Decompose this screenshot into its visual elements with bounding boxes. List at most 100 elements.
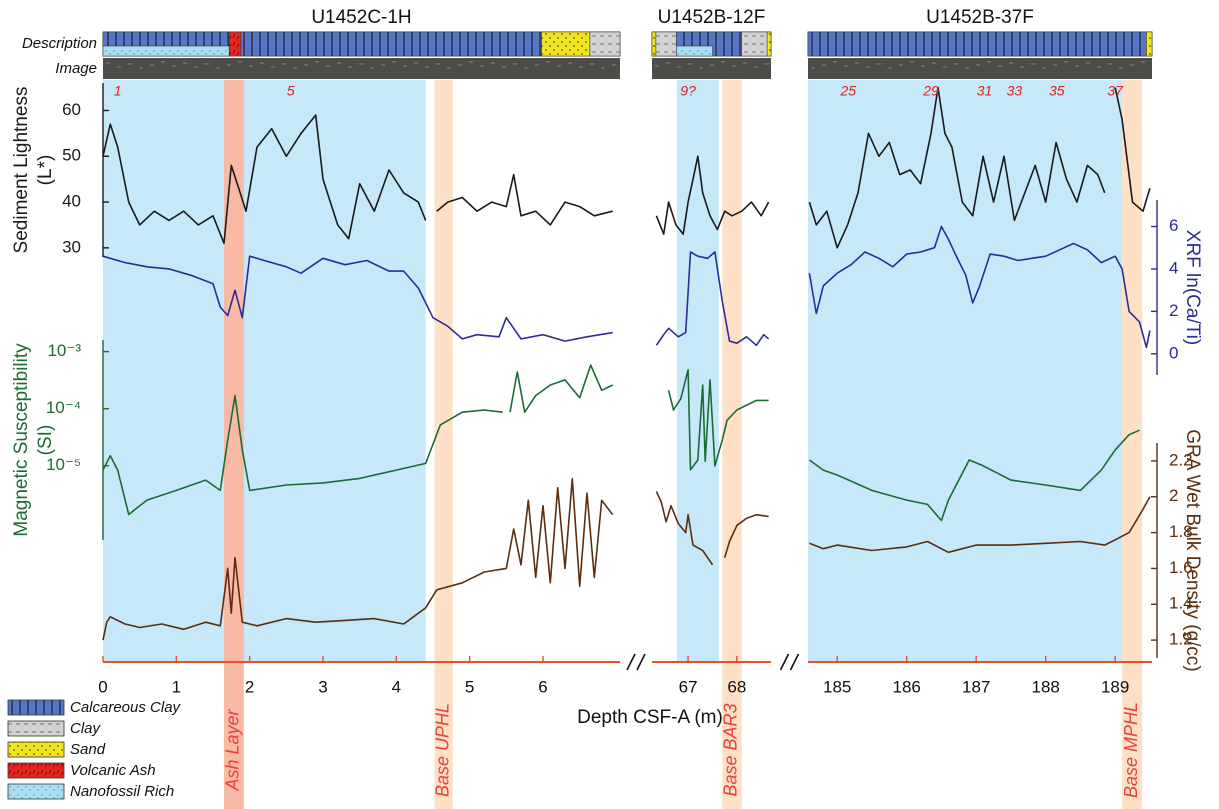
event-band — [1122, 80, 1143, 809]
legend-swatch — [7, 741, 65, 758]
core-section-label: 31 — [977, 83, 993, 99]
y-tick-label: 1.4 — [1169, 594, 1193, 613]
x-tick-label: 6 — [538, 677, 547, 696]
y-tick-label: 50 — [62, 146, 81, 165]
data-line — [102, 114, 613, 245]
core-image — [103, 58, 620, 79]
legend-swatch — [7, 699, 65, 716]
data-line — [102, 478, 614, 641]
lithology-block — [240, 31, 542, 57]
y-tick-label: 2 — [1169, 301, 1178, 320]
lithology-block — [651, 31, 657, 57]
x-tick-label: 188 — [1031, 677, 1059, 696]
data-line — [667, 369, 769, 471]
core-image — [652, 58, 771, 79]
x-tick-label: 187 — [962, 677, 990, 696]
lithology-block — [741, 31, 768, 57]
legend-swatch — [7, 762, 65, 779]
event-label: Ash Layer — [223, 708, 243, 791]
y-tick-label: 30 — [62, 237, 81, 256]
legend-label: Volcanic Ash — [70, 762, 156, 779]
data-line — [809, 496, 1151, 554]
core-section-label: 29 — [922, 83, 939, 99]
legend-label: Calcareous Clay — [70, 699, 182, 716]
event-label: Base MPHL — [1121, 702, 1141, 798]
y-tick-label: 6 — [1169, 216, 1178, 235]
x-tick-label: 5 — [465, 677, 474, 696]
legend-label: Nanofossil Rich — [70, 783, 174, 800]
y-tick-label: 40 — [62, 192, 81, 211]
y-tick-label: 2 — [1169, 486, 1178, 505]
y-tick-label: 2.2 — [1169, 450, 1193, 469]
strip-label: Description — [22, 35, 97, 52]
data-line — [102, 255, 613, 342]
core-section-label: 37 — [1107, 83, 1124, 99]
y-axis-label: Magnetic Susceptibility — [11, 343, 32, 537]
data-line — [102, 364, 614, 516]
strip-label: Image — [55, 60, 97, 77]
core-section-label: 5 — [287, 83, 295, 99]
data-line — [655, 155, 770, 235]
data-line — [655, 491, 769, 566]
x-tick-label: 189 — [1101, 677, 1129, 696]
y-tick-label: 1.8 — [1169, 522, 1193, 541]
y-axis-label: (SI) — [35, 425, 56, 456]
y-tick-label: 60 — [62, 100, 81, 119]
y-tick-label: 1.2 — [1169, 630, 1193, 649]
data-line — [808, 225, 1151, 349]
y-axis-label: Sediment Lightness — [11, 87, 32, 254]
x-tick-label: 68 — [727, 677, 746, 696]
axis-break — [779, 653, 800, 671]
shaded-interval — [103, 80, 426, 662]
legend-swatch — [7, 783, 65, 800]
lithology-block — [766, 31, 772, 57]
y-axis-label: GRA Wet Bulk Density (g/cc) — [1182, 429, 1203, 672]
y-tick-label: 1.6 — [1169, 558, 1193, 577]
event-band — [434, 80, 453, 809]
data-line — [808, 86, 1151, 249]
y-tick-label: 10⁻⁴ — [46, 398, 81, 417]
shaded-interval — [808, 80, 1123, 662]
y-axis-label: (L*) — [35, 155, 56, 186]
lithology-block — [589, 31, 621, 57]
core-image — [808, 58, 1152, 79]
y-tick-label: 4 — [1169, 258, 1178, 277]
y-tick-label: 0 — [1169, 343, 1178, 362]
core-title: U1452C-1H — [311, 7, 411, 28]
data-line — [655, 251, 770, 347]
legend-label: Clay — [70, 720, 102, 737]
axis-break — [626, 653, 646, 671]
core-section-label: 1 — [114, 83, 122, 99]
core-section-label: 25 — [840, 83, 857, 99]
lithology-block — [228, 31, 242, 57]
y-axis-label: XRF ln(Ca/Ti) — [1182, 230, 1203, 345]
lithology-block — [541, 31, 591, 57]
core-title: U1452B-37F — [926, 7, 1034, 28]
event-band — [722, 80, 742, 809]
x-tick-label: 185 — [823, 677, 851, 696]
y-tick-label: 10⁻⁵ — [46, 455, 81, 474]
x-tick-label: 0 — [98, 677, 107, 696]
lithology-block — [102, 45, 230, 57]
core-section-label: 35 — [1049, 83, 1065, 99]
x-tick-label: 186 — [892, 677, 920, 696]
y-tick-label: 10⁻³ — [47, 341, 81, 360]
x-tick-label: 4 — [392, 677, 401, 696]
x-tick-label: 2 — [245, 677, 254, 696]
lithology-block — [676, 45, 713, 57]
x-tick-label: 67 — [679, 677, 698, 696]
x-tick-label: 1 — [172, 677, 181, 696]
core-section-label: 33 — [1007, 83, 1023, 99]
event-band — [224, 80, 244, 809]
core-title: U1452B-12F — [658, 7, 766, 28]
lithology-block — [1146, 31, 1153, 57]
shaded-interval — [676, 80, 719, 662]
core-section-label: 9? — [680, 83, 696, 99]
x-tick-label: 3 — [318, 677, 327, 696]
lithology-block — [807, 31, 1147, 57]
x-axis-label: Depth CSF-A (m) — [577, 707, 723, 728]
event-label: Base UPHL — [432, 703, 452, 797]
legend-swatch — [7, 720, 65, 737]
